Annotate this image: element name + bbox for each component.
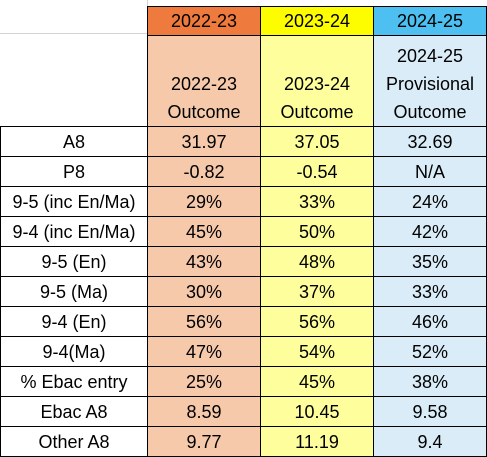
value-cell[interactable]: 24% [373,186,487,217]
row-label-cell[interactable]: 9-5 (inc En/Ma) [0,186,148,217]
value-cell[interactable]: 50% [260,216,374,247]
value-cell[interactable]: 37.05 [260,126,374,157]
subheader-line: Outcome [393,102,467,122]
value-cell[interactable]: 47% [147,336,261,367]
row-label-cell[interactable]: 9-5 (Ma) [0,276,148,307]
value-cell[interactable]: 30% [147,276,261,307]
empty-cell[interactable] [1,7,148,36]
row-label-cell[interactable]: 9-4 (En) [0,306,148,337]
value-cell[interactable]: 9.77 [147,426,261,457]
table-row: 9-5 (Ma) 30% 37% 33% [0,276,487,307]
row-label-cell[interactable]: % Ebac entry [0,366,148,397]
table-row: Ebac A8 8.59 10.45 9.58 [0,396,487,427]
year-header-2023-24[interactable]: 2023-24 [260,6,374,36]
value-cell[interactable]: 11.19 [260,426,374,457]
value-cell[interactable]: 31.97 [147,126,261,157]
year-header-2022-23[interactable]: 2022-23 [147,6,261,36]
value-cell[interactable]: 45% [147,216,261,247]
value-cell[interactable]: 33% [260,186,374,217]
subheader-line: 2024-25 [396,46,464,66]
value-cell[interactable]: 56% [260,306,374,337]
subheader-row: 2022-23 Outcome 2023-24 Outcome 2024-25 … [1,35,487,127]
value-cell[interactable]: 8.59 [147,396,261,427]
value-cell[interactable]: 54% [260,336,374,367]
value-cell[interactable]: 46% [373,306,487,337]
value-cell[interactable]: 35% [373,246,487,277]
value-cell[interactable]: 9.58 [373,396,487,427]
value-cell[interactable]: 9.4 [373,426,487,457]
gridline [0,33,147,34]
value-cell[interactable]: 32.69 [373,126,487,157]
table-row: A8 31.97 37.05 32.69 [0,126,487,157]
results-table: 2022-23 2023-24 2024-25 2022-23 Outcome … [0,6,487,457]
value-cell[interactable]: 38% [373,366,487,397]
row-label-cell[interactable]: A8 [0,126,148,157]
value-cell[interactable]: 25% [147,366,261,397]
table-row: 9-5 (En) 43% 48% 35% [0,246,487,277]
value-cell[interactable]: 45% [260,366,374,397]
value-cell[interactable]: 33% [373,276,487,307]
empty-cell[interactable] [1,36,148,127]
row-label-cell[interactable]: Ebac A8 [0,396,148,427]
row-label-cell[interactable]: 9-4 (inc En/Ma) [0,216,148,247]
table-row: 9-4 (En) 56% 56% 46% [0,306,487,337]
row-label-cell[interactable]: Other A8 [0,426,148,457]
subheader-2024-25-provisional-outcome[interactable]: 2024-25 Provisional Outcome [373,35,487,127]
value-cell[interactable]: -0.54 [260,156,374,187]
table-row: 9-4 (inc En/Ma) 45% 50% 42% [0,216,487,247]
subheader-2023-24-outcome[interactable]: 2023-24 Outcome [260,35,374,127]
table-row: P8 -0.82 -0.54 N/A [0,156,487,187]
value-cell[interactable]: -0.82 [147,156,261,187]
value-cell[interactable]: N/A [373,156,487,187]
subheader-line: Outcome [280,102,354,122]
table-row: 9-5 (inc En/Ma) 29% 33% 24% [0,186,487,217]
value-cell[interactable]: 10.45 [260,396,374,427]
table-row: 9-4(Ma) 47% 54% 52% [0,336,487,367]
table-row: % Ebac entry 25% 45% 38% [0,366,487,397]
subheader-line: Outcome [167,102,241,122]
value-cell[interactable]: 43% [147,246,261,277]
table-row: Other A8 9.77 11.19 9.4 [0,426,487,457]
subheader-line: 2023-24 [283,74,351,94]
value-cell[interactable]: 29% [147,186,261,217]
subheader-line: Provisional [385,74,475,94]
value-cell[interactable]: 48% [260,246,374,277]
value-cell[interactable]: 37% [260,276,374,307]
row-label-cell[interactable]: 9-5 (En) [0,246,148,277]
value-cell[interactable]: 52% [373,336,487,367]
table-body: A8 31.97 37.05 32.69 P8 -0.82 -0.54 N/A 9-5 (inc… [0,126,487,457]
row-label-cell[interactable]: P8 [0,156,148,187]
value-cell[interactable]: 42% [373,216,487,247]
subheader-2022-23-outcome[interactable]: 2022-23 Outcome [147,35,261,127]
value-cell[interactable]: 56% [147,306,261,337]
subheader-line: 2022-23 [170,74,238,94]
year-header-row: 2022-23 2023-24 2024-25 [1,6,487,36]
year-header-2024-25[interactable]: 2024-25 [373,6,487,36]
row-label-cell[interactable]: 9-4(Ma) [0,336,148,367]
